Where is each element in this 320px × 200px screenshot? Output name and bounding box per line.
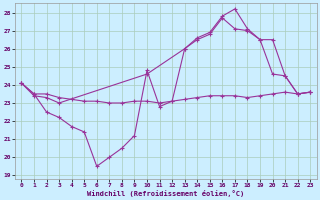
X-axis label: Windchill (Refroidissement éolien,°C): Windchill (Refroidissement éolien,°C)	[87, 190, 244, 197]
